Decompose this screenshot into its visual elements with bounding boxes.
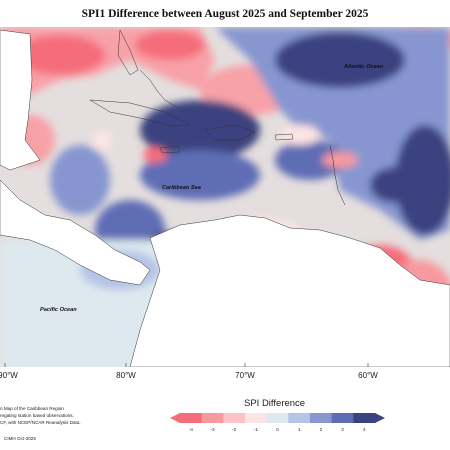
island-florida [117,29,139,76]
dry-core-florida [135,30,205,60]
island-puerto-rico [274,133,294,141]
colorbar-swatch [310,413,333,423]
land-mexico-north [0,29,41,171]
colorbar-swatch [201,413,224,423]
island-lesser-antilles [329,144,346,206]
colorbar-swatch [353,413,376,423]
note-line-3: CF, with NCEP/NCAR Reanalysis Data. [0,420,81,425]
land-central-america [0,179,151,286]
land-south-america [129,214,450,367]
colorbar-swatch [288,413,311,423]
label-atlantic-ocean: Atlantic Ocean [343,64,384,70]
dry-patch-hispaniola [280,125,320,145]
colorbar-tick-label: 3 [341,427,344,432]
wet-core-lesser-antilles [370,167,420,203]
colorbar-title: SPI Difference [244,398,306,409]
wet-core-western-caribbean [50,145,110,215]
colorbar-tick-label: 4 [362,427,366,432]
colorbar-swatch [266,413,289,423]
label-pacific-ocean: Pacific Ocean [40,307,77,313]
lon-label-90w: 90°W [0,371,18,380]
note-line-1: n Map of the Caribbean Region [0,406,64,411]
colorbar-tick-label: -2 [232,427,237,432]
colorbar-arrow-left [170,413,180,423]
note-credit: CIMH Oct-2025 [4,436,36,441]
island-jamaica [159,145,181,154]
colorbar-tick-label: -3 [210,427,215,432]
colorbar-tick-label: -1 [253,427,258,432]
colorbar-tick-label: -4 [188,427,193,432]
wet-core-atlantic-east [395,125,450,235]
wet-core-caribbean [140,150,260,200]
lon-label-80w: 80°W [116,371,136,380]
dry-patch-jamaica [92,130,112,150]
colorbar-tick-label: 2 [319,427,323,432]
island-bahamas [139,69,179,109]
longitude-ticks [4,363,369,367]
dry-core-gulf [15,35,105,75]
wet-core-central [275,140,345,180]
lon-label-60w: 60°W [358,371,378,380]
island-hispaniola [204,124,256,141]
colorbar-swatch [223,413,246,423]
island-cuba [89,99,191,127]
colorbar-tick-label: 1 [297,427,301,432]
lon-label-70w: 70°W [235,371,255,380]
colorbar-tick-label: 0 [276,427,279,432]
wet-core-atlantic-north [275,32,405,88]
note-line-2: regating station based observations, [0,413,74,418]
label-caribbean-sea: Caribbean Sea [162,185,201,191]
colorbar-arrow-right [375,413,385,423]
colorbar [170,413,385,423]
map-title: SPI1 Difference between August 2025 and … [81,8,369,20]
wet-core-greater-antilles [140,100,260,160]
colorbar-swatch [331,413,354,423]
island-outlines [89,29,346,206]
dry-patch-honduras [143,147,167,163]
colorbar-swatch [180,413,203,423]
dry-patch-puerto-rico [322,152,358,168]
colorbar-swatch [245,413,268,423]
land-masses [0,29,450,367]
